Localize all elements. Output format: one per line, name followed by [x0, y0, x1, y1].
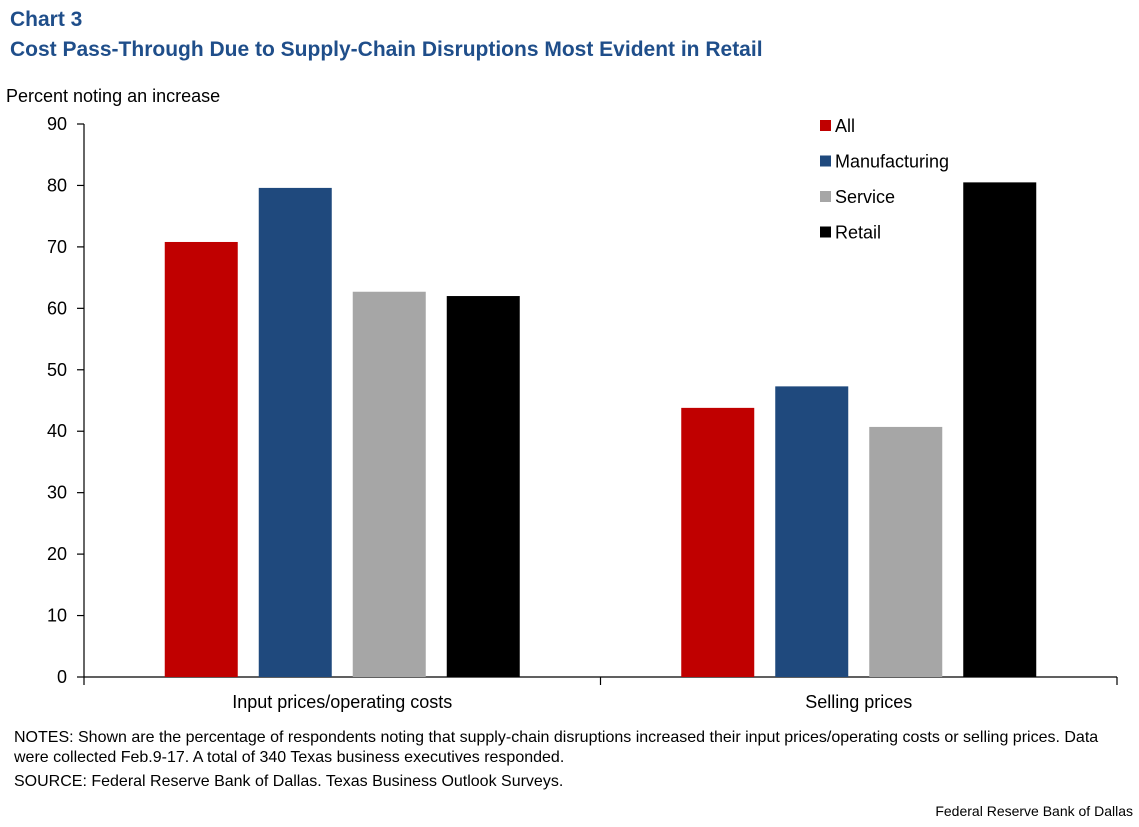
chart-notes: NOTES: Shown are the percentage of respo… [14, 729, 1099, 766]
legend-label-all: All [835, 116, 855, 136]
chart-source: SOURCE: Federal Reserve Bank of Dallas. … [14, 773, 564, 790]
y-axis-label: Percent noting an increase [6, 86, 220, 106]
y-tick-label: 40 [47, 421, 67, 441]
legend-swatch-service [820, 191, 831, 202]
chart-title: Cost Pass-Through Due to Supply-Chain Di… [10, 38, 763, 61]
legend-swatch-manufacturing [820, 155, 831, 167]
bar-service-input-prices [352, 291, 426, 677]
bar-all-selling-prices [681, 407, 755, 677]
y-tick-label: 30 [47, 483, 67, 503]
x-category-label: Selling prices [805, 692, 912, 712]
credit-line: Federal Reserve Bank of Dallas [935, 803, 1133, 819]
legend-label-manufacturing: Manufacturing [835, 152, 949, 172]
y-tick-label: 90 [47, 114, 67, 134]
y-tick-label: 0 [57, 667, 67, 687]
legend-label-service: Service [835, 187, 895, 207]
bar-all-input-prices [164, 241, 238, 677]
bar-manufacturing-input-prices [258, 187, 332, 677]
x-category-label: Input prices/operating costs [232, 692, 452, 712]
legend-swatch-all [820, 120, 831, 131]
y-tick-label: 80 [47, 175, 67, 195]
y-tick-label: 20 [47, 544, 67, 564]
y-tick-label: 70 [47, 237, 67, 257]
bar-retail-selling-prices [963, 182, 1037, 677]
bar-manufacturing-selling-prices [775, 386, 849, 677]
y-tick-label: 50 [47, 360, 67, 380]
y-tick-label: 10 [47, 606, 67, 626]
bar-service-selling-prices [869, 426, 943, 677]
chart-number: Chart 3 [10, 8, 83, 31]
legend-swatch-retail [820, 226, 831, 238]
bar-retail-input-prices [446, 296, 520, 677]
legend-label-retail: Retail [835, 223, 881, 243]
y-tick-label: 60 [47, 298, 67, 318]
